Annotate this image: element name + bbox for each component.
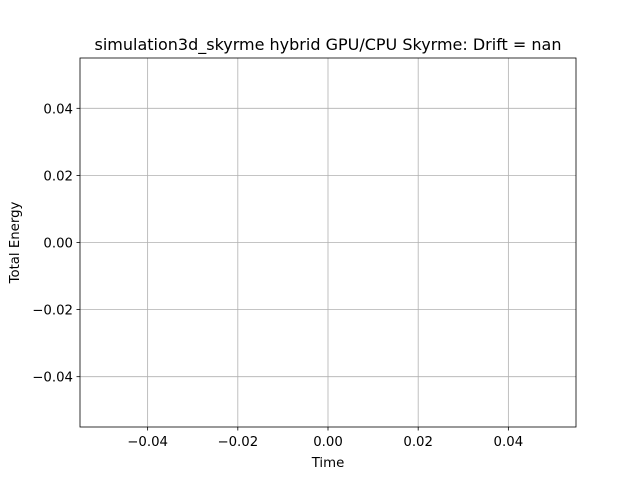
x-axis-ticks: −0.04 −0.02 0.00 0.02 0.04 — [127, 427, 523, 450]
y-tick-label: −0.04 — [32, 371, 73, 386]
x-tick-label: 0.04 — [494, 435, 524, 450]
chart-title: simulation3d_skyrme hybrid GPU/CPU Skyrm… — [94, 35, 561, 55]
y-tick-label: 0.00 — [43, 237, 73, 252]
y-axis-ticks: −0.04 −0.02 0.00 0.02 0.04 — [32, 102, 80, 386]
y-tick-label: 0.02 — [43, 169, 73, 184]
x-tick-label: 0.02 — [403, 435, 433, 450]
x-tick-label: −0.02 — [217, 435, 258, 450]
x-axis-label: Time — [311, 456, 345, 471]
y-tick-label: −0.02 — [32, 304, 73, 319]
x-tick-label: −0.04 — [127, 435, 168, 450]
y-axis-label: Total Energy — [8, 201, 23, 284]
y-tick-label: 0.04 — [43, 102, 73, 117]
x-tick-label: 0.00 — [313, 435, 343, 450]
grid-lines — [80, 58, 576, 427]
